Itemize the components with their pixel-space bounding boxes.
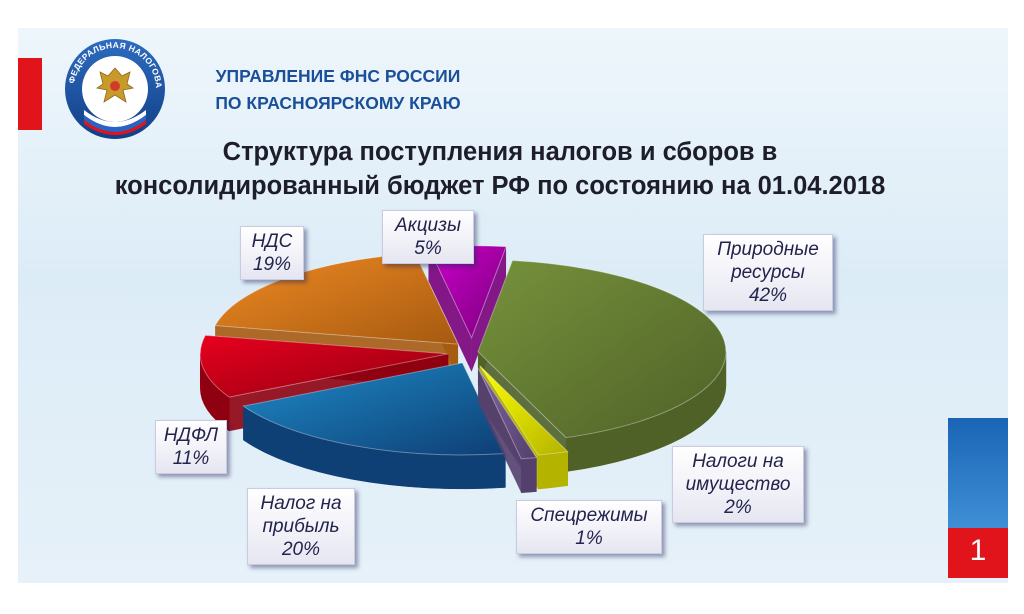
label-profit-tax-pct: 20% <box>281 539 321 560</box>
label-profit-tax-line1: Налог на <box>260 493 342 514</box>
label-special-regimes-line1: Спецрежимы <box>530 505 648 526</box>
org-name-line1: УПРАВЛЕНИЕ ФНС РОССИИ <box>215 66 461 86</box>
org-name-line2: ПО КРАСНОЯРСКОМУ КРАЮ <box>215 93 461 113</box>
label-property-tax-line1: Налоги на <box>692 451 784 472</box>
label-excise-pct: 5% <box>414 238 442 259</box>
label-profit-tax: Налог на прибыль 20% <box>247 488 355 565</box>
label-special-regimes: Спецрежимы 1% <box>516 500 662 554</box>
chart-title: Структура поступления налогов и сборов в… <box>30 135 970 203</box>
label-vat-pct: 19% <box>252 254 292 275</box>
label-natural-resources-line1: Природные <box>717 239 819 260</box>
page-number: 1 <box>969 534 987 567</box>
red-accent-bar <box>18 58 42 130</box>
pie-slice-excise <box>427 245 507 372</box>
label-vat: НДС 19% <box>240 226 304 280</box>
label-ndfl-name: НДФЛ <box>163 425 219 446</box>
label-property-tax-line2: имущество <box>685 474 791 495</box>
label-special-regimes-pct: 1% <box>575 528 603 549</box>
eagle-icon <box>95 67 135 103</box>
label-natural-resources: Природные ресурсы 42% <box>703 234 833 311</box>
org-name: УПРАВЛЕНИЕ ФНС РОССИИ ПО КРАСНОЯРСКОМУ К… <box>188 63 488 117</box>
label-ndfl: НДФЛ 11% <box>155 420 227 474</box>
label-natural-resources-line2: ресурсы <box>731 262 805 283</box>
chart-title-line2: консолидированный бюджет РФ по состоянию… <box>114 172 886 200</box>
label-ndfl-pct: 11% <box>172 448 210 469</box>
label-excise-name: Акцизы <box>395 215 461 236</box>
flag-red-stripe: 1 <box>948 528 1008 578</box>
chart-title-line1: Структура поступления налогов и сборов в <box>222 138 778 166</box>
label-excise: Акцизы 5% <box>382 210 474 264</box>
fns-emblem-logo: ФЕДЕРАЛЬНАЯ НАЛОГОВАЯ СЛУЖБА <box>64 38 165 139</box>
russian-flag-ribbon <box>84 110 146 135</box>
label-profit-tax-line2: прибыль <box>262 516 340 537</box>
flag-blue-stripe <box>948 418 1008 528</box>
pie-slice-profit-tax <box>242 362 507 490</box>
label-natural-resources-pct: 42% <box>748 285 788 306</box>
label-property-tax-pct: 2% <box>724 497 752 518</box>
flag-decoration: 1 <box>948 418 1008 578</box>
label-vat-name: НДС <box>251 231 293 252</box>
label-property-tax: Налоги на имущество 2% <box>672 446 804 523</box>
pie-slice-special-regimes <box>477 367 538 494</box>
